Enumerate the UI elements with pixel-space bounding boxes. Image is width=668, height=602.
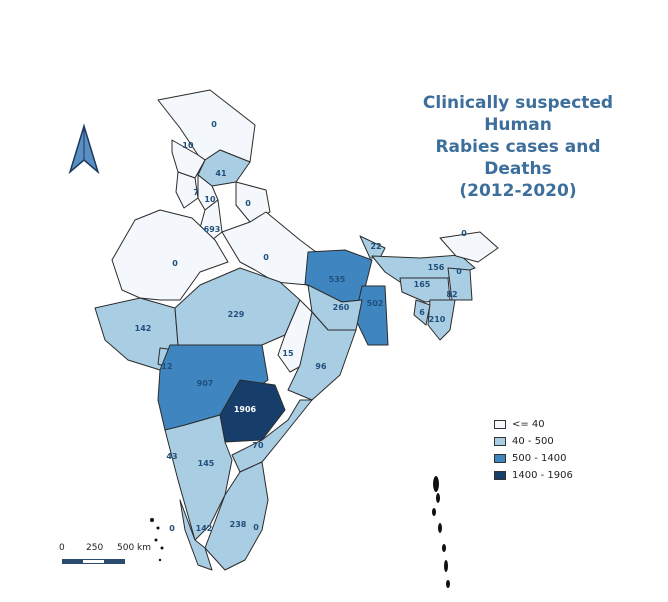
region-value-label: 260 — [333, 303, 350, 312]
island — [160, 546, 164, 550]
region-value-label: 907 — [197, 379, 214, 388]
region-value-label: 142 — [135, 324, 152, 333]
scale-tick-label: 0 — [59, 543, 65, 553]
region-northeast-5 — [427, 299, 456, 341]
scale-bar: 0 250 500 km — [56, 543, 156, 573]
region-value-label: 229 — [228, 310, 245, 319]
region-north-7 — [199, 199, 223, 241]
legend-label: 40 - 500 — [512, 436, 554, 447]
region-value-label: 165 — [414, 280, 431, 289]
legend-label: 1400 - 1906 — [512, 470, 573, 481]
region-northeast-6 — [413, 299, 431, 326]
region-value-label: 0 — [461, 229, 467, 238]
legend-swatch — [494, 471, 506, 480]
map-labels: 0 10 41 7 10 0 693 0 0 22 0 535 156 0 165 82 502 260 6 210 1… — [135, 120, 468, 533]
island — [436, 493, 440, 503]
north-arrow-icon — [68, 123, 100, 175]
island — [433, 476, 439, 492]
region-value-label: 502 — [367, 299, 384, 308]
map-title-line-1: Clinically suspected Human — [422, 93, 614, 135]
scale-segment — [83, 560, 104, 563]
region-value-label: 12 — [161, 362, 172, 371]
region-value-label: 82 — [446, 290, 457, 299]
region-value-label: 0 — [253, 523, 259, 532]
legend-swatch — [494, 454, 506, 463]
region-value-label: 210 — [429, 315, 446, 324]
region-south-tip — [179, 499, 213, 571]
map-title: Clinically suspected Human Rabies cases … — [400, 92, 636, 202]
island — [444, 560, 448, 572]
scale-segment — [63, 560, 84, 563]
region-east-5 — [287, 311, 357, 401]
region-value-label: 0 — [263, 253, 269, 262]
island — [150, 518, 154, 522]
region-value-label: 0 — [245, 199, 251, 208]
map-title-line-3: (2012-2020) — [459, 181, 577, 201]
region-value-label: 41 — [215, 169, 227, 178]
scale-bar-graphic — [62, 559, 125, 564]
region-value-label: 43 — [166, 452, 177, 461]
region-value-label: 535 — [329, 275, 346, 284]
region-value-label: 142 — [196, 524, 213, 533]
region-value-label: 15 — [282, 349, 294, 358]
region-value-label: 156 — [428, 263, 445, 272]
region-value-label: 1906 — [234, 405, 257, 414]
region-northeast-2 — [439, 231, 499, 263]
legend-swatch — [494, 420, 506, 429]
islands — [150, 476, 450, 588]
region-value-label: 7 — [193, 188, 199, 197]
legend-label: <= 40 — [512, 419, 545, 430]
region-east-3 — [354, 285, 389, 346]
region-northeast-4 — [447, 267, 473, 301]
scale-tick-label: 500 km — [117, 543, 152, 553]
region-south-east-1 — [231, 399, 313, 473]
region-value-label: 96 — [315, 362, 327, 371]
region-south-east-2 — [204, 461, 269, 571]
region-value-label: 0 — [172, 259, 178, 268]
region-west-1 — [111, 209, 229, 301]
legend-item: 40 - 500 — [494, 433, 573, 450]
region-value-label: 0 — [211, 120, 217, 129]
island — [446, 580, 450, 588]
scale-tick-label: 250 — [86, 543, 104, 553]
legend-item: 1400 - 1906 — [494, 467, 573, 484]
map-legend: <= 40 40 - 500 500 - 1400 1400 - 1906 — [494, 416, 573, 484]
legend-item: <= 40 — [494, 416, 573, 433]
region-value-label: 6 — [419, 308, 425, 317]
region-north-4 — [175, 171, 199, 209]
legend-item: 500 - 1400 — [494, 450, 573, 467]
legend-swatch — [494, 437, 506, 446]
island — [156, 526, 160, 530]
island — [438, 523, 442, 533]
region-value-label: 10 — [182, 141, 194, 150]
island — [442, 544, 446, 552]
region-value-label: 22 — [370, 242, 381, 251]
map-regions — [94, 89, 499, 571]
region-value-label: 70 — [252, 441, 264, 450]
region-value-label: 0 — [169, 524, 175, 533]
region-value-label: 238 — [230, 520, 247, 529]
island — [154, 538, 158, 542]
legend-label: 500 - 1400 — [512, 453, 567, 464]
region-value-label: 10 — [204, 195, 216, 204]
island — [432, 508, 436, 516]
scale-segment — [103, 560, 124, 563]
region-south-west — [164, 414, 233, 541]
island — [158, 558, 162, 562]
region-value-label: 693 — [204, 225, 221, 234]
region-value-label: 145 — [198, 459, 215, 468]
region-value-label: 0 — [456, 267, 462, 276]
map-title-line-2: Rabies cases and Deaths — [435, 137, 601, 179]
